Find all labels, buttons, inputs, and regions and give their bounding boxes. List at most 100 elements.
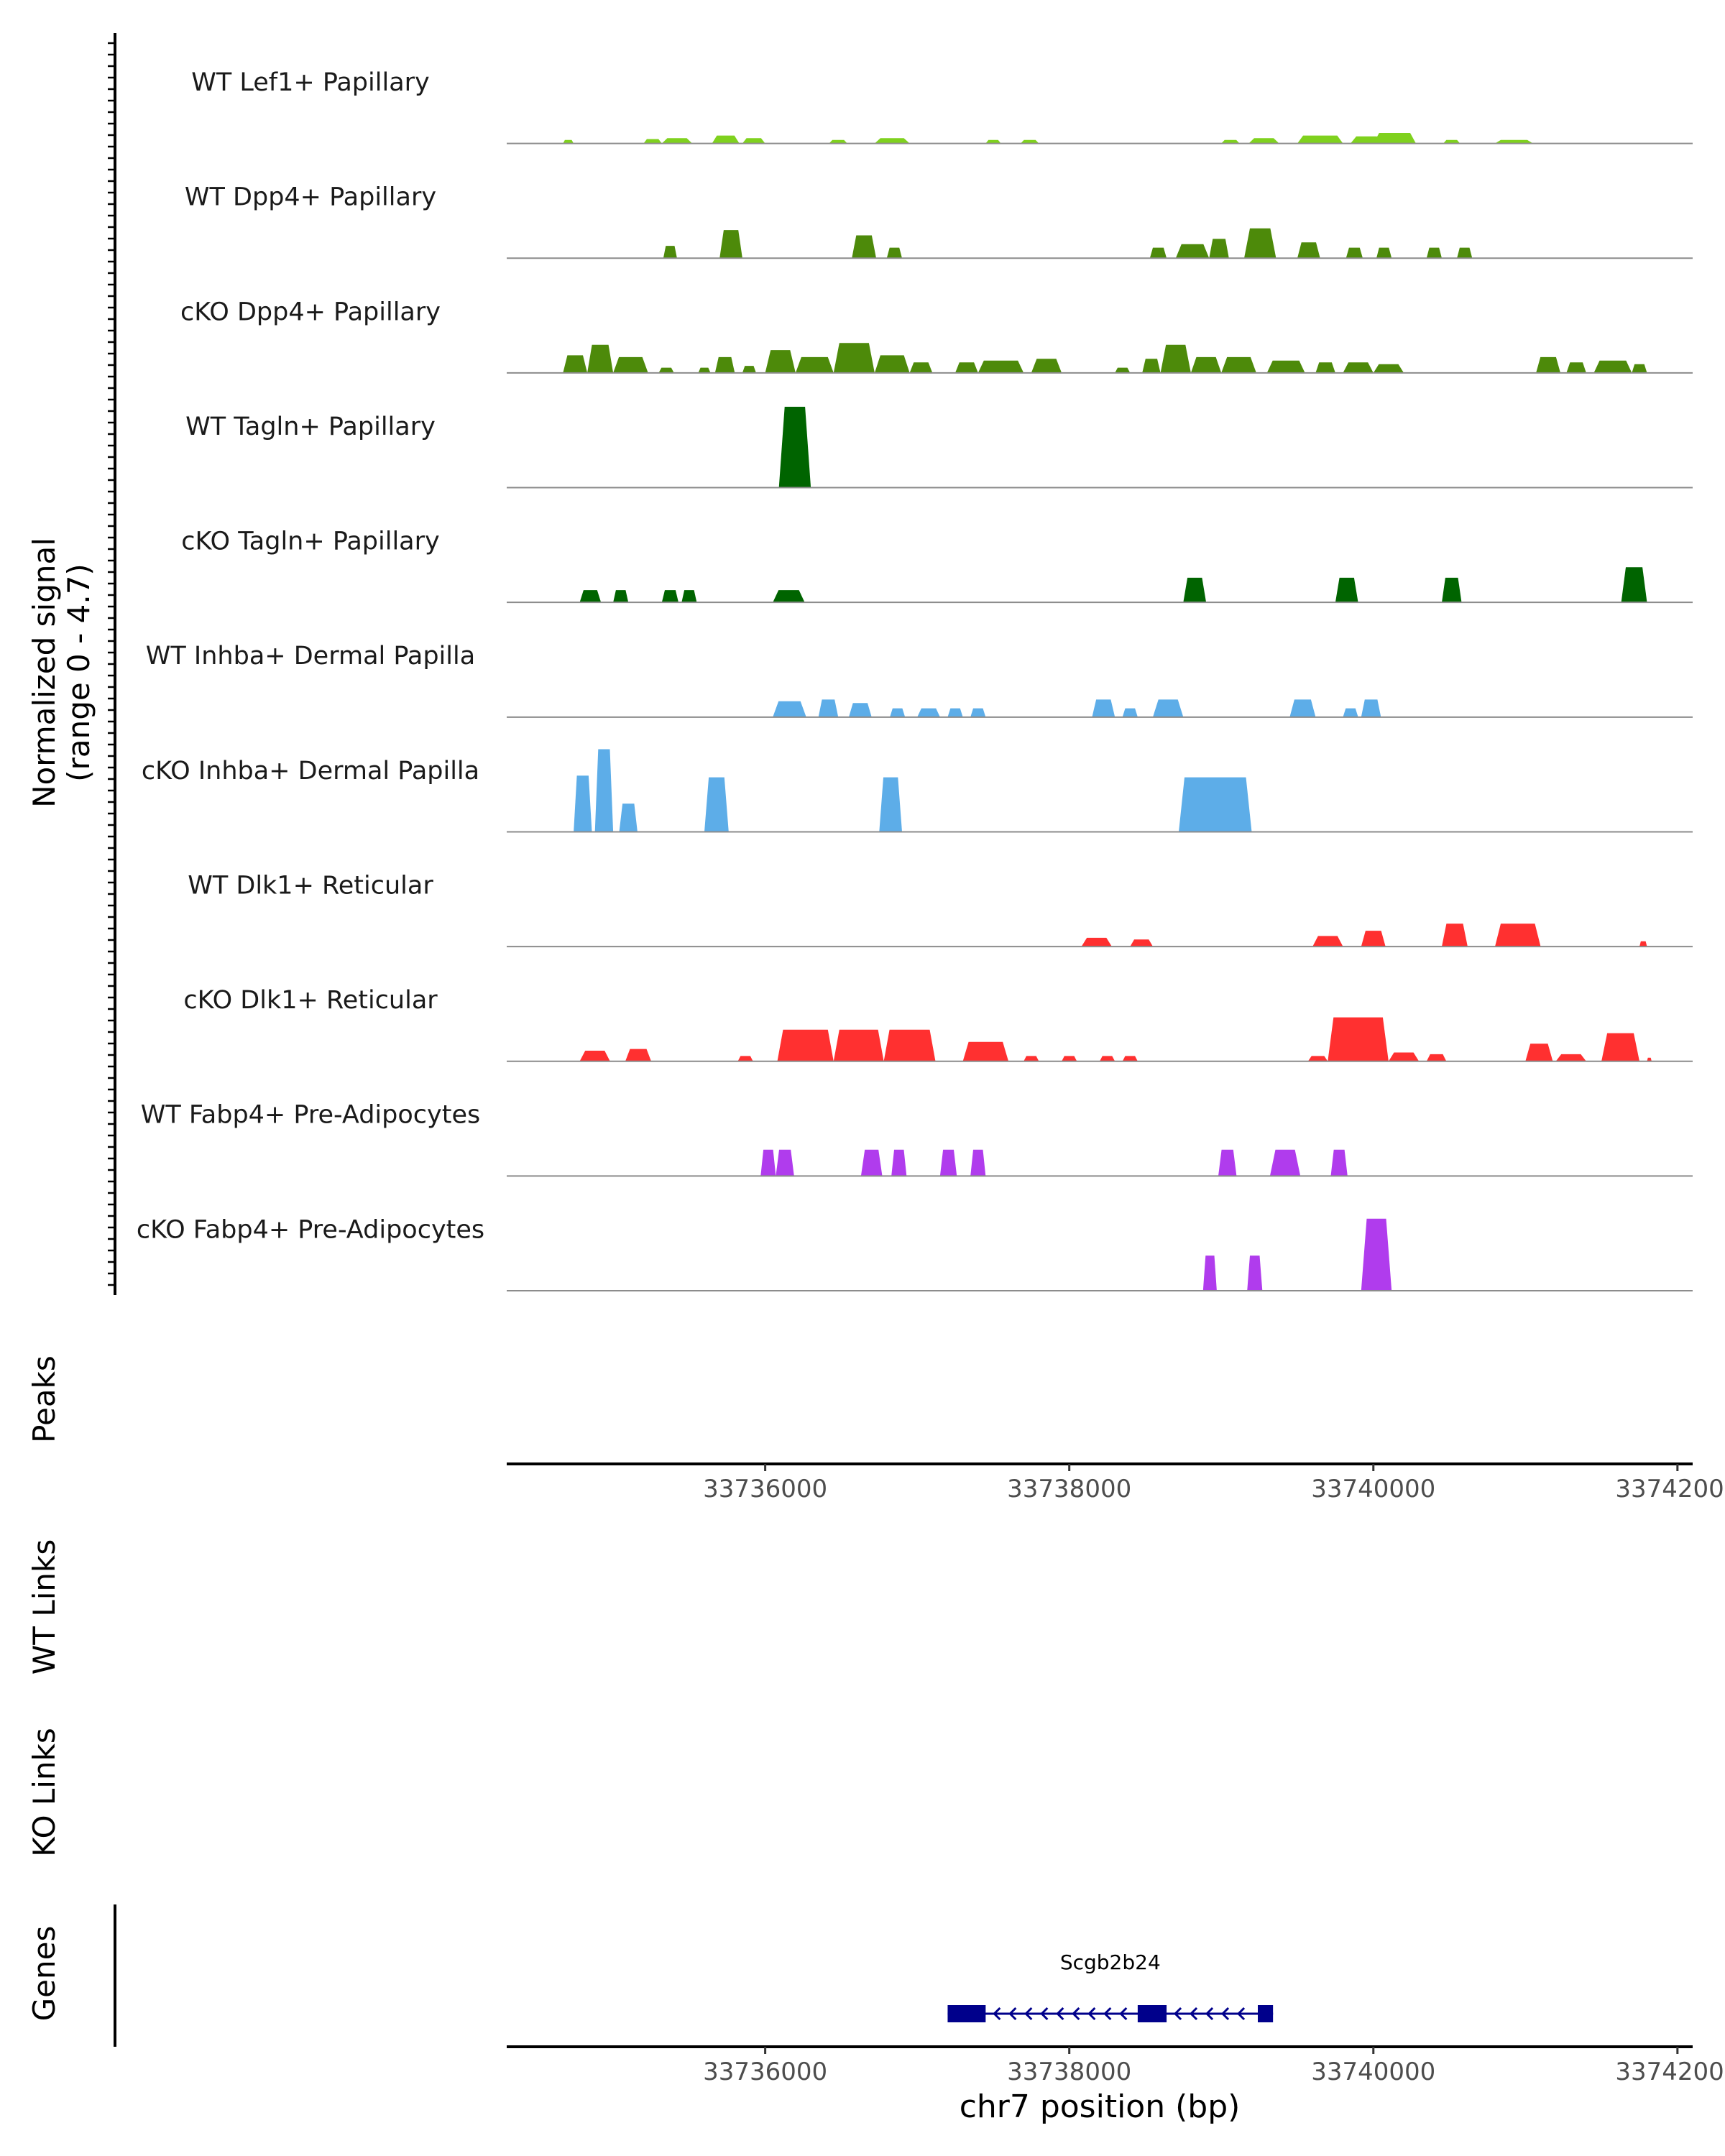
coverage-peak bbox=[712, 135, 740, 144]
strand-arrow bbox=[1040, 2007, 1049, 2021]
coverage-peak bbox=[1426, 247, 1442, 259]
track-cko-inhba-dermal-papilla: cKO Inhba+ Dermal Papilla bbox=[142, 749, 1693, 833]
gene-exon bbox=[1258, 2005, 1274, 2022]
coverage-peak bbox=[985, 139, 1001, 144]
gene-exon bbox=[947, 2005, 986, 2022]
coverage-peak bbox=[1266, 360, 1305, 373]
coverage-peak bbox=[1221, 139, 1240, 144]
track-label: WT Tagln+ Papillary bbox=[185, 413, 436, 441]
coverage-peak bbox=[939, 1149, 957, 1176]
coverage-peak bbox=[1031, 359, 1062, 373]
coverage-peak bbox=[970, 1149, 986, 1176]
coverage-peak bbox=[962, 1041, 1009, 1061]
coverage-peak bbox=[1122, 1056, 1138, 1061]
track-wt-lef1-papillary: WT Lef1+ Papillary bbox=[191, 68, 1693, 144]
track-label: WT Dpp4+ Papillary bbox=[185, 183, 436, 212]
gene-models: Scgb2b24 bbox=[947, 1950, 1274, 2022]
x-tick-label: 33736000 bbox=[703, 2058, 827, 2086]
coverage-peak bbox=[742, 138, 765, 144]
coverage-peak bbox=[773, 701, 806, 717]
coverage-y-ticks bbox=[108, 42, 115, 1286]
coverage-peak bbox=[1457, 247, 1473, 259]
coverage-peak bbox=[1315, 362, 1335, 373]
coverage-peak bbox=[704, 777, 729, 832]
coverage-peak bbox=[579, 1051, 610, 1061]
coverage-peak bbox=[1130, 939, 1153, 947]
coverage-y-label-range: (range 0 - 4.7) bbox=[61, 563, 96, 782]
track-label: cKO Fabp4+ Pre-Adipocytes bbox=[137, 1215, 484, 1244]
coverage-peak bbox=[1373, 133, 1416, 144]
coverage-peak bbox=[795, 356, 834, 373]
coverage-peak bbox=[1536, 356, 1560, 373]
x-tick-label: 33738000 bbox=[1007, 2058, 1131, 2086]
coverage-peak bbox=[1179, 777, 1252, 832]
gene-scgb2b24: Scgb2b24 bbox=[947, 1950, 1274, 2022]
strand-arrow bbox=[1103, 2007, 1112, 2021]
coverage-peak bbox=[1244, 228, 1276, 259]
track-cko-tagln-papillary: cKO Tagln+ Papillary bbox=[181, 528, 1693, 604]
coverage-peak bbox=[714, 356, 735, 373]
coverage-peak bbox=[1100, 1056, 1116, 1061]
coverage-peak bbox=[1142, 359, 1161, 373]
strand-arrow bbox=[1189, 2007, 1198, 2021]
strand-arrow bbox=[1173, 2007, 1182, 2021]
coverage-peak bbox=[1183, 577, 1207, 603]
coverage-peak bbox=[955, 362, 978, 373]
strand-arrow bbox=[1008, 2007, 1017, 2021]
coverage-peak bbox=[1443, 139, 1460, 144]
coverage-peak bbox=[1593, 360, 1632, 373]
track-label: WT Lef1+ Papillary bbox=[191, 68, 430, 97]
coverage-peak bbox=[719, 230, 742, 259]
coverage-peak bbox=[1566, 362, 1586, 373]
coverage-peak bbox=[658, 367, 674, 373]
coverage-peak bbox=[563, 139, 574, 144]
coverage-peak bbox=[1330, 1149, 1348, 1176]
coverage-peak bbox=[874, 355, 910, 373]
coverage-peak bbox=[777, 1029, 834, 1061]
coverage-tracks: WT Lef1+ Papillary WT Dpp4+ Papillary cKO … bbox=[137, 68, 1693, 1291]
coverage-peak bbox=[1160, 344, 1191, 373]
coverage-peak bbox=[978, 360, 1024, 373]
coverage-peak bbox=[852, 235, 876, 259]
coverage-peak bbox=[663, 246, 677, 259]
coverage-peak bbox=[818, 699, 839, 717]
x-tick-label: 33736000 bbox=[703, 1475, 827, 1503]
track-wt-dlk1-reticular: WT Dlk1+ Reticular bbox=[188, 871, 1693, 948]
track-wt-inhba-dermal-papilla: WT Inhba+ Dermal Papilla bbox=[146, 642, 1693, 718]
coverage-peak bbox=[1647, 1057, 1652, 1061]
coverage-peak bbox=[1149, 247, 1167, 259]
coverage-peak bbox=[574, 775, 592, 832]
coverage-peak bbox=[833, 343, 875, 373]
peaks-track-label: Peaks bbox=[27, 1355, 62, 1443]
coverage-peak bbox=[886, 247, 902, 259]
track-cko-dpp4-papillary: cKO Dpp4+ Papillary bbox=[180, 298, 1693, 374]
coverage-peak bbox=[619, 803, 638, 832]
coverage-peak bbox=[1361, 699, 1381, 717]
coverage-peak bbox=[1021, 139, 1039, 144]
coverage-peak bbox=[1312, 936, 1343, 947]
coverage-peak bbox=[1062, 1056, 1077, 1061]
coverage-peak bbox=[1218, 1149, 1237, 1176]
peaks-x-axis: 33736000 33738000 33740000 33742000 bbox=[703, 1464, 1725, 1503]
coverage-peak bbox=[1335, 577, 1358, 603]
coverage-peak bbox=[1190, 356, 1222, 373]
strand-arrow bbox=[993, 2007, 1001, 2021]
track-cko-dlk1-reticular: cKO Dlk1+ Reticular bbox=[183, 986, 1693, 1062]
coverage-peak bbox=[661, 138, 693, 144]
coverage-peak bbox=[1346, 247, 1363, 259]
coverage-peak bbox=[891, 1149, 907, 1176]
coverage-peak bbox=[1289, 699, 1316, 717]
coverage-peak bbox=[1248, 138, 1279, 144]
strand-arrow bbox=[1205, 2007, 1214, 2021]
coverage-peak bbox=[760, 1149, 776, 1176]
coverage-peak bbox=[1092, 699, 1116, 717]
coverage-peak bbox=[1328, 1017, 1389, 1061]
track-label: WT Fabp4+ Pre-Adipocytes bbox=[141, 1101, 480, 1130]
coverage-peak bbox=[879, 777, 902, 832]
coverage-peak bbox=[1122, 708, 1138, 717]
coverage-peak bbox=[1081, 937, 1112, 947]
genes-track-label: Genes bbox=[27, 1926, 62, 2022]
coverage-peak bbox=[625, 1049, 651, 1061]
coverage-peak bbox=[874, 138, 910, 144]
coverage-peak bbox=[1361, 1218, 1392, 1291]
